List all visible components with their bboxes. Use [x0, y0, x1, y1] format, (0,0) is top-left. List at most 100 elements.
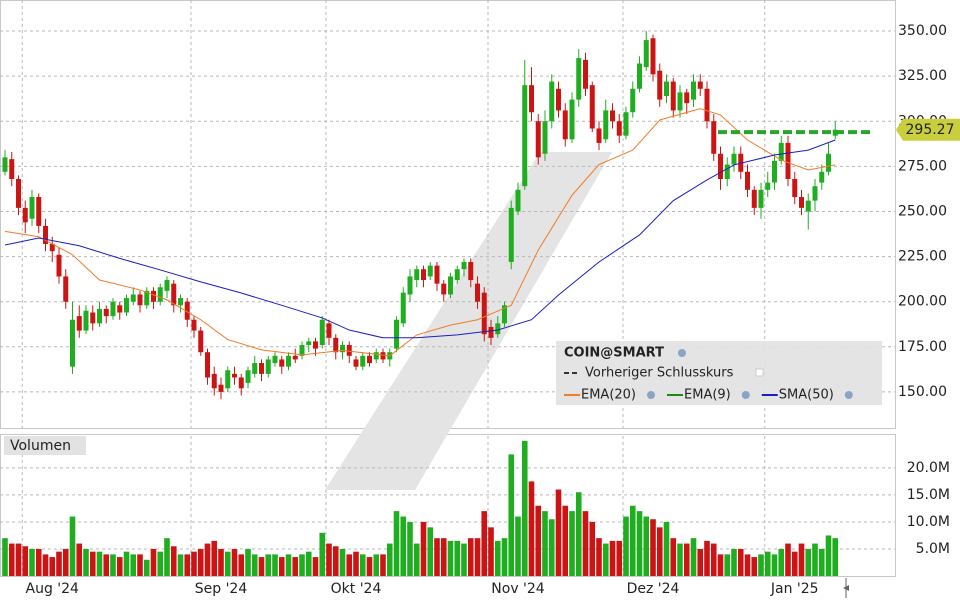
candle-body [778, 142, 784, 161]
volume-bar [89, 551, 96, 576]
volume-bar [393, 511, 400, 576]
candle-body [657, 70, 663, 100]
volume-bar [737, 548, 744, 576]
candle-body [718, 153, 723, 179]
legend-icon[interactable] [678, 349, 686, 357]
volume-bar [143, 559, 150, 576]
volume-bar [724, 554, 731, 576]
candle-body [286, 355, 291, 367]
volume-bar [488, 527, 494, 576]
candle-body [664, 81, 669, 96]
volume-bar [116, 557, 123, 576]
legend-label: EMA(20) [581, 388, 636, 403]
volume-bar [76, 543, 83, 576]
candle-body [225, 370, 231, 389]
candle-body [684, 92, 690, 104]
legend-label: SMA(50) [779, 388, 834, 403]
volume-bar [15, 543, 22, 576]
candle-body [340, 344, 345, 353]
volume-bar [204, 543, 211, 576]
candle-body [583, 59, 588, 89]
volume-bar [683, 543, 690, 576]
volume-bar [373, 554, 380, 576]
volume-bar [130, 554, 137, 576]
volume-bar [35, 548, 42, 576]
volume-bar [616, 540, 623, 576]
volume-bar [326, 543, 332, 576]
legend-checkbox[interactable] [755, 368, 764, 377]
volume-bar [400, 516, 407, 576]
y-tick-label: 250.00 [898, 203, 947, 219]
candle-body [110, 301, 116, 317]
candle-body [799, 197, 804, 208]
volume-bar [103, 554, 110, 576]
candle-body [704, 88, 710, 122]
legend-label: Vorheriger Schlusskurs [585, 366, 734, 381]
volume-bar [386, 543, 393, 576]
volume-bar [447, 540, 454, 576]
volume-bar [690, 538, 697, 576]
legend-label: EMA(9) [684, 388, 731, 403]
candle-body [400, 292, 406, 324]
candle-body [637, 63, 642, 89]
candle-body [49, 243, 55, 252]
candle-body [360, 355, 366, 367]
volume-bar [96, 551, 103, 576]
volume-bar [224, 551, 231, 576]
candle-body [164, 280, 170, 291]
volume-bar [467, 538, 474, 576]
candle-body [765, 182, 771, 190]
volume-bar [623, 516, 629, 576]
y-tick-label: 350.00 [898, 23, 947, 39]
candle-body [461, 261, 467, 270]
candle-body [819, 171, 825, 183]
y-tick-label: 20.0M [907, 460, 950, 476]
legend-title: COIN@SMART [564, 346, 664, 361]
candle-body [191, 319, 197, 331]
legend-icon[interactable] [741, 391, 750, 399]
volume-bar [150, 548, 157, 576]
candle-body [481, 292, 487, 335]
last-price-label: 295.27 [906, 122, 955, 138]
candle-body [495, 323, 501, 335]
volume-bar [346, 554, 353, 576]
candle-body [333, 337, 339, 353]
volume-bar [420, 521, 427, 576]
volume-bar [285, 554, 292, 576]
volume-bar [339, 548, 346, 576]
candle-body [151, 290, 156, 302]
candle-body [630, 88, 636, 113]
volume-bar [461, 543, 467, 576]
candle-body [745, 171, 750, 190]
candle-body [157, 287, 163, 302]
indicator-line [4, 108, 836, 357]
candle-body [502, 305, 507, 324]
candle-body [76, 316, 82, 331]
volume-bar [771, 554, 778, 576]
volume-title-box [4, 436, 86, 455]
volume-bar [542, 511, 548, 576]
volume-bar [818, 548, 825, 576]
legend-box [556, 341, 882, 405]
volume-bar [562, 505, 569, 576]
candle-body [29, 197, 35, 219]
candle-body [184, 301, 190, 320]
volume-bar [22, 546, 29, 576]
volume-bar [717, 554, 724, 576]
candle-body [427, 265, 433, 277]
legend-icon[interactable] [647, 391, 656, 399]
volume-bar [434, 538, 440, 576]
candle-body [63, 276, 69, 302]
candle-body [610, 110, 615, 122]
candle-body [407, 276, 413, 295]
volume-bar [575, 492, 582, 576]
candle-body [313, 341, 318, 349]
x-tick-label: Nov '24 [491, 581, 545, 597]
volume-bar [2, 538, 8, 576]
candle-body [319, 319, 325, 345]
volume-bar [184, 554, 191, 576]
volume-bar [191, 551, 197, 576]
candle-body [650, 38, 656, 75]
volume-bar [764, 551, 771, 576]
legend-icon[interactable] [844, 391, 853, 399]
